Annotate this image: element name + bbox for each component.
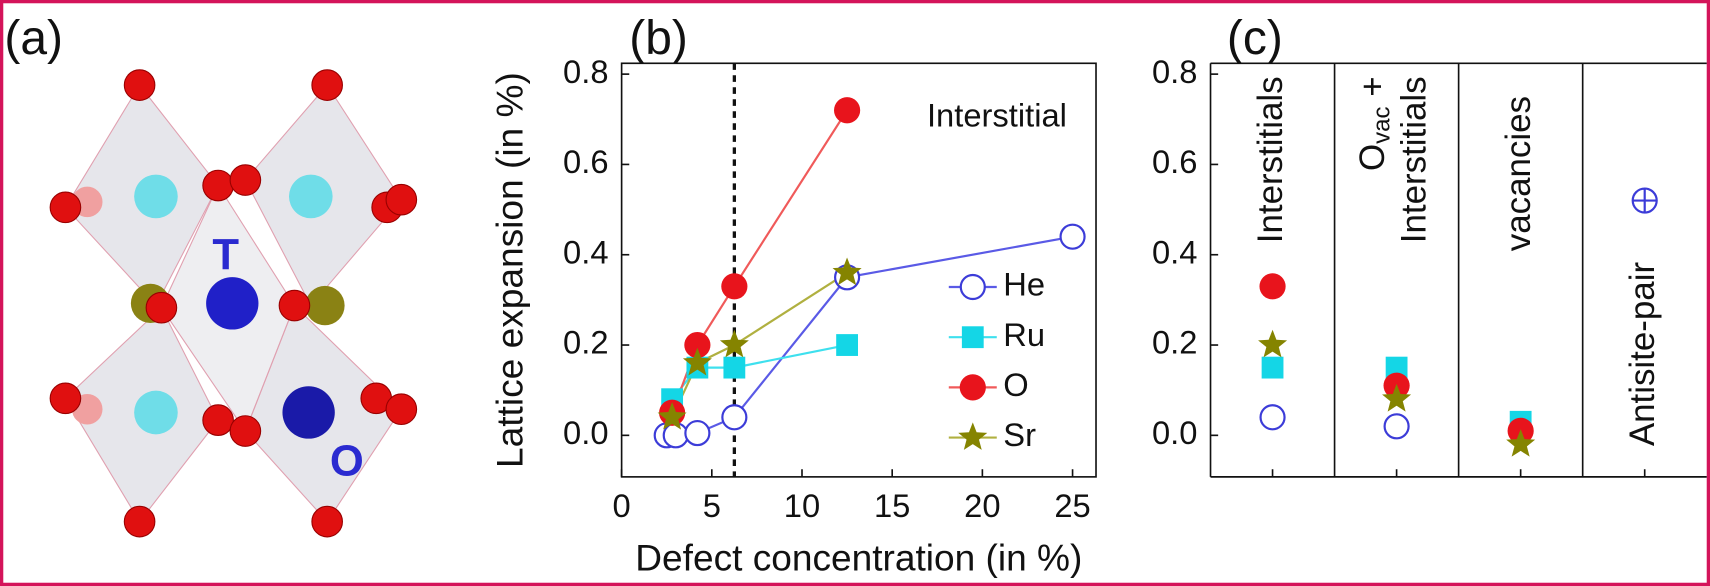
x-tick-label: 20 <box>964 487 1000 524</box>
oxygen-atom <box>311 69 343 101</box>
legend-label: Sr <box>1003 416 1036 453</box>
panel-label: (a) <box>4 12 63 65</box>
y-tick-label: 0.4 <box>563 233 608 270</box>
y-tick-label: 0.2 <box>1152 324 1197 361</box>
marker-open-circle <box>1259 404 1286 431</box>
marker-circle <box>721 273 748 300</box>
y-tick-label: 0.0 <box>1152 414 1197 451</box>
marker-open-circle <box>721 404 748 431</box>
site-label: O <box>330 437 364 485</box>
y-tick-label: 0.6 <box>563 143 608 180</box>
marker-square <box>1385 356 1408 379</box>
x-tick-label: 25 <box>1054 487 1090 524</box>
oxygen-atom <box>202 169 234 202</box>
marker-open-circle <box>684 419 711 447</box>
x-tick-label: 15 <box>874 487 910 524</box>
oxygen-atom <box>123 69 156 101</box>
annotation: Interstitial <box>927 96 1067 133</box>
y-axis-label: Lattice expansion (in %) <box>488 72 530 468</box>
oxygen-atom <box>145 291 178 324</box>
marker-open-circle <box>1059 223 1086 250</box>
legend-marker <box>961 326 984 349</box>
y-tick-label: 0.8 <box>563 53 608 90</box>
oxygen-atom <box>229 415 262 447</box>
crystal-structure: (a) T O <box>4 12 418 538</box>
legend-marker <box>958 422 988 450</box>
y-tick-label: 0.0 <box>563 414 608 451</box>
panel-label: (b) <box>629 12 688 65</box>
plot-frame <box>620 62 1097 478</box>
oxygen-atom <box>49 191 82 224</box>
x-tick-label: 0 <box>613 487 631 524</box>
oxygen-atom <box>49 382 82 415</box>
marker-star <box>682 347 712 376</box>
category-label: Interstitials <box>1394 76 1433 243</box>
series-line <box>671 109 849 414</box>
legend-marker <box>959 273 986 301</box>
marker-square <box>723 356 746 379</box>
oxygen-atom <box>385 393 418 426</box>
category-label: vacancies <box>1499 96 1538 251</box>
legend-label: O <box>1003 366 1028 403</box>
legend-label: Ru <box>1003 316 1045 353</box>
x-tick-label: 10 <box>784 487 820 524</box>
legend-marker <box>959 374 986 401</box>
oxygen-atom <box>229 164 262 196</box>
sr-atom <box>305 285 345 326</box>
label-subscript: vac <box>1369 106 1396 143</box>
marker-star <box>832 257 862 286</box>
ru-atom <box>134 390 178 435</box>
series-line <box>671 343 848 400</box>
marker-open-circle <box>662 422 689 449</box>
y-tick-label: 0.6 <box>1152 143 1197 180</box>
series-line <box>671 271 848 418</box>
panel-label: (c) <box>1227 12 1283 65</box>
ru-atom <box>288 174 333 219</box>
category-label: Antisite-pair <box>1623 262 1662 447</box>
marker-circle <box>834 97 861 124</box>
category-label: Ovac + <box>1353 76 1396 171</box>
oxygen-atom <box>123 505 156 538</box>
marker-square <box>1261 356 1284 379</box>
marker-circle <box>684 331 711 359</box>
tetrahedral-site <box>206 277 259 330</box>
ru-atom <box>134 174 178 219</box>
marker-square <box>836 334 858 356</box>
marker-circle-plus <box>1631 187 1658 214</box>
marker-star <box>1258 329 1288 358</box>
y-tick-label: 0.4 <box>1152 233 1197 270</box>
oxygen-atom <box>202 404 234 436</box>
oxygen-atom <box>278 289 311 322</box>
legend-label: He <box>1003 266 1045 303</box>
marker-star <box>1506 429 1536 457</box>
x-tick-label: 5 <box>703 487 721 524</box>
category-label: Interstitials <box>1251 76 1290 243</box>
atoms <box>49 69 418 538</box>
x-axis-label: Defect concentration (in %) <box>635 537 1082 579</box>
oxygen-atom <box>385 183 418 216</box>
octahedral-site <box>282 386 335 439</box>
marker-open-circle <box>1383 413 1410 440</box>
label-part: O <box>1353 144 1392 171</box>
y-tick-label: 0.8 <box>1152 53 1197 90</box>
marker-circle <box>1259 273 1286 300</box>
site-label: T <box>212 231 239 279</box>
y-tick-label: 0.2 <box>563 324 608 361</box>
label-part: + <box>1353 76 1392 106</box>
oxygen-atom <box>311 505 343 538</box>
marker-star <box>719 329 749 358</box>
marker-star <box>657 402 687 430</box>
marker-star <box>1382 383 1412 412</box>
